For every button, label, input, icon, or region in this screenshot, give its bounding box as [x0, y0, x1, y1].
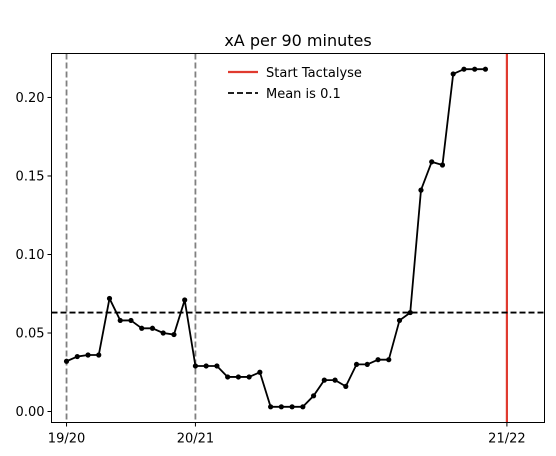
data-point — [396, 317, 403, 324]
data-point — [171, 331, 177, 338]
x-tick-label: 21/22 — [488, 432, 525, 447]
x-tick-label: 19/20 — [48, 432, 85, 447]
data-point — [192, 363, 199, 369]
data-point — [257, 369, 263, 375]
y-tick-label: 0.10 — [16, 248, 45, 263]
data-point — [472, 66, 478, 72]
data-point — [343, 383, 349, 389]
data-point — [482, 66, 489, 72]
data-point — [310, 393, 317, 399]
legend-label-start-tactalyse: Start Tactalyse — [266, 66, 362, 81]
data-point — [160, 330, 166, 336]
data-point — [85, 352, 91, 358]
data-point — [289, 404, 295, 410]
data-point — [203, 363, 209, 369]
data-point — [386, 357, 392, 363]
data-point — [117, 317, 123, 324]
chart-title: xA per 90 minutes — [224, 31, 371, 50]
data-point — [214, 363, 220, 369]
data-point — [128, 317, 134, 324]
plot-frame — [51, 53, 545, 423]
y-tick-label: 0.00 — [16, 405, 45, 420]
data-point — [182, 297, 188, 303]
data-point — [96, 352, 102, 358]
data-point — [429, 159, 435, 165]
legend-label-mean: Mean is 0.1 — [266, 87, 341, 102]
y-tick-label: 0.20 — [16, 91, 45, 106]
data-point — [461, 66, 467, 72]
data-point — [353, 361, 360, 368]
data-point — [450, 71, 456, 77]
x-tick-label: 20/21 — [177, 432, 214, 447]
data-point — [407, 309, 413, 316]
data-point — [149, 325, 156, 331]
data-point — [268, 404, 274, 410]
series-line-0 — [66, 68, 486, 408]
data-point — [278, 404, 284, 410]
y-tick-label: 0.05 — [16, 326, 45, 341]
data-point — [106, 295, 113, 302]
data-point — [375, 357, 381, 363]
data-point — [225, 374, 231, 380]
legend: Start Tactalyse Mean is 0.1 — [228, 66, 362, 102]
data-point — [300, 404, 306, 410]
data-point — [74, 353, 80, 360]
data-point — [63, 358, 70, 364]
data-point — [332, 377, 338, 383]
data-point — [246, 374, 252, 380]
data-point — [439, 162, 446, 168]
data-point — [321, 377, 327, 383]
data-point — [364, 361, 370, 368]
data-point — [235, 374, 241, 380]
y-tick-label: 0.15 — [16, 169, 45, 184]
data-point — [139, 325, 145, 331]
data-point — [418, 187, 424, 193]
axes: 0.00 0.05 0.10 0.15 0.20 19/20 20/21 21/22 — [16, 91, 526, 447]
plot-area — [51, 53, 545, 423]
